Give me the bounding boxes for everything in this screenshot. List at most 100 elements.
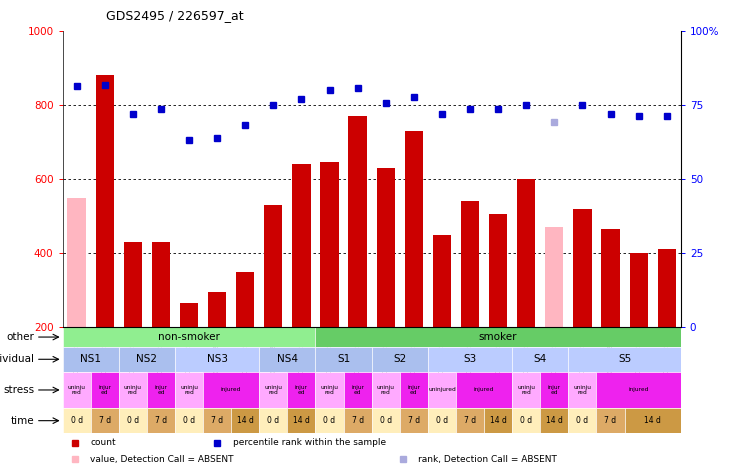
Bar <box>118 408 147 433</box>
Bar <box>456 372 512 408</box>
Bar <box>344 372 372 408</box>
Bar <box>147 372 175 408</box>
Bar <box>461 201 479 327</box>
Bar <box>264 205 283 327</box>
Text: 0 d: 0 d <box>183 416 195 425</box>
Bar <box>428 372 456 408</box>
Bar <box>259 408 287 433</box>
Text: injur
ed: injur ed <box>548 385 561 395</box>
Text: 7 d: 7 d <box>155 416 167 425</box>
Bar <box>596 408 625 433</box>
Text: uninju
red: uninju red <box>377 385 394 395</box>
Text: 0 d: 0 d <box>267 416 280 425</box>
Bar <box>377 168 394 327</box>
Text: uninju
red: uninju red <box>517 385 535 395</box>
Bar <box>568 372 596 408</box>
Text: 14 d: 14 d <box>644 416 661 425</box>
Bar <box>489 214 507 327</box>
Bar <box>91 408 118 433</box>
Bar <box>484 408 512 433</box>
Text: non-smoker: non-smoker <box>158 332 220 342</box>
Text: injur
ed: injur ed <box>407 385 420 395</box>
Bar <box>512 347 568 372</box>
Bar <box>545 227 564 327</box>
Text: 7 d: 7 d <box>464 416 476 425</box>
Text: uninju
red: uninju red <box>573 385 592 395</box>
Bar <box>63 408 91 433</box>
Text: uninju
red: uninju red <box>320 385 339 395</box>
Text: injur
ed: injur ed <box>98 385 111 395</box>
Bar <box>316 327 681 347</box>
Bar <box>203 408 231 433</box>
Bar <box>629 253 648 327</box>
Bar <box>625 408 681 433</box>
Text: S3: S3 <box>464 354 477 365</box>
Text: percentile rank within the sample: percentile rank within the sample <box>233 438 386 447</box>
Bar <box>316 372 344 408</box>
Bar <box>428 347 512 372</box>
Bar <box>292 164 311 327</box>
Bar <box>236 272 255 327</box>
Text: 7 d: 7 d <box>352 416 364 425</box>
Bar <box>568 347 681 372</box>
Text: injured: injured <box>221 387 241 392</box>
Text: 14 d: 14 d <box>293 416 310 425</box>
Text: NS4: NS4 <box>277 354 298 365</box>
Text: stress: stress <box>4 385 35 395</box>
Text: NS1: NS1 <box>80 354 101 365</box>
Bar <box>208 292 226 327</box>
Text: S2: S2 <box>393 354 406 365</box>
Bar <box>512 408 540 433</box>
Text: uninju
red: uninju red <box>264 385 283 395</box>
Text: 0 d: 0 d <box>323 416 336 425</box>
Bar <box>118 372 147 408</box>
Text: 0 d: 0 d <box>380 416 392 425</box>
Bar <box>512 372 540 408</box>
Bar <box>175 408 203 433</box>
Text: uninju
red: uninju red <box>180 385 198 395</box>
Text: 14 d: 14 d <box>546 416 563 425</box>
Bar <box>152 242 170 327</box>
Bar <box>405 131 423 327</box>
Text: uninju
red: uninju red <box>124 385 142 395</box>
Bar <box>320 162 339 327</box>
Text: 0 d: 0 d <box>127 416 139 425</box>
Text: 7 d: 7 d <box>408 416 420 425</box>
Text: smoker: smoker <box>479 332 517 342</box>
Bar <box>316 347 372 372</box>
Bar <box>349 116 367 327</box>
Text: uninju
red: uninju red <box>68 385 85 395</box>
Bar <box>124 242 142 327</box>
Bar <box>118 347 175 372</box>
Bar <box>372 347 428 372</box>
Text: injur
ed: injur ed <box>295 385 308 395</box>
Bar <box>180 303 198 327</box>
Bar <box>658 249 676 327</box>
Text: NS2: NS2 <box>136 354 158 365</box>
Bar <box>287 372 316 408</box>
Bar <box>540 408 568 433</box>
Text: time: time <box>11 416 35 426</box>
Text: 0 d: 0 d <box>576 416 589 425</box>
Bar <box>400 408 428 433</box>
Text: 0 d: 0 d <box>71 416 82 425</box>
Text: NS3: NS3 <box>207 354 227 365</box>
Bar <box>63 347 118 372</box>
Bar <box>259 372 287 408</box>
Bar <box>63 372 91 408</box>
Text: 7 d: 7 d <box>99 416 111 425</box>
Bar <box>344 408 372 433</box>
Text: value, Detection Call = ABSENT: value, Detection Call = ABSENT <box>91 455 234 464</box>
Bar <box>316 408 344 433</box>
Bar <box>68 198 85 327</box>
Text: GDS2495 / 226597_at: GDS2495 / 226597_at <box>106 9 244 22</box>
Bar <box>63 327 316 347</box>
Text: 7 d: 7 d <box>211 416 223 425</box>
Bar <box>231 408 259 433</box>
Bar <box>456 408 484 433</box>
Bar <box>517 179 535 327</box>
Bar <box>91 372 118 408</box>
Bar <box>596 372 681 408</box>
Text: individual: individual <box>0 354 35 365</box>
Text: S1: S1 <box>337 354 350 365</box>
